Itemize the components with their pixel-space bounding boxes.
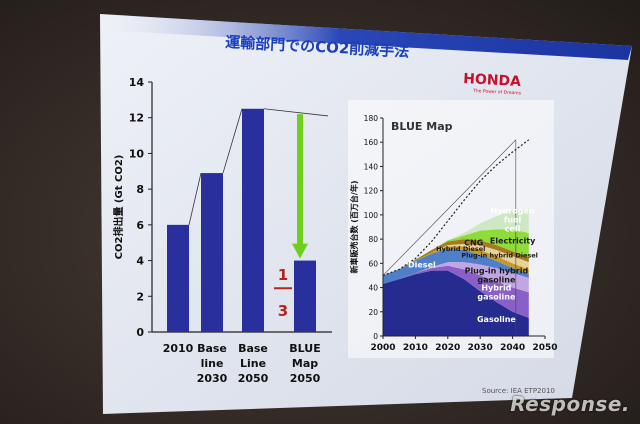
category-label: 2010: [163, 342, 194, 355]
bar-2: [242, 108, 264, 333]
y-tick-label: 10: [129, 147, 145, 160]
y-tick-label: 14: [129, 76, 145, 89]
category-label: 2050: [238, 372, 269, 385]
fraction-denominator: 3: [278, 302, 288, 320]
series-label-line: Hybrid Diesel: [436, 245, 485, 253]
series-label-line: CNG: [464, 238, 483, 247]
y-tick-label: 180: [364, 114, 379, 123]
series-label: Electricity: [490, 236, 536, 245]
y-tick-label: 60: [368, 259, 378, 268]
x-tick-label: 2020: [435, 343, 460, 353]
series-label-line: cell: [505, 225, 521, 234]
series-label-line: Electricity: [490, 236, 536, 245]
y-tick-label: 0: [136, 326, 144, 339]
area-3: [383, 248, 529, 284]
x-tick-label: 2000: [370, 343, 395, 353]
area-5: [383, 243, 529, 276]
chart-title: BLUE Map: [391, 120, 453, 133]
y-tick-label: 12: [129, 112, 144, 125]
y-tick-label: 160: [364, 138, 379, 147]
trend-line: [382, 139, 517, 276]
series-label-line: Hydrogen: [491, 207, 535, 216]
category-label: Line: [240, 357, 266, 370]
series-label: Hydrogen fuel cell: [491, 207, 535, 234]
bar-0: [167, 224, 189, 332]
series-label: Hybrid gasoline: [477, 283, 516, 301]
y-axis-label: 新車販売台数 (百万台/年): [349, 180, 359, 273]
area-4: [383, 246, 529, 276]
area-2: [383, 262, 529, 293]
connector-line: [263, 108, 329, 117]
series-label-line: fuel: [504, 216, 522, 225]
series-label-line: gasoline: [477, 292, 516, 301]
series-label-line: Diesel: [408, 260, 436, 269]
series-label-line: Hybrid: [481, 283, 511, 292]
series-label: Hybrid Diesel: [436, 245, 485, 253]
series-label-line: Plug-in hybrid: [465, 266, 529, 275]
y-tick-label: 40: [368, 284, 378, 293]
bar-1: [201, 173, 223, 332]
reduction-arrow-head: [292, 243, 308, 259]
series-label: CNG: [464, 238, 483, 247]
y-tick-label: 80: [368, 235, 378, 244]
series-label: Plug-in hybrid Diesel: [461, 251, 538, 259]
x-tick-label: 2030: [468, 343, 493, 353]
x-tick-label: 2040: [500, 343, 525, 353]
y-tick-label: 8: [136, 183, 144, 196]
series-label-line: Gasoline: [477, 315, 516, 324]
source-note: Source: IEA ETP2010: [482, 387, 555, 395]
fraction-numerator: 1: [278, 266, 288, 284]
brand-tagline: The Power of Dreams: [472, 88, 522, 97]
y-axis-label: CO2排出量 (Gt CO2): [112, 155, 125, 260]
connector-line: [222, 108, 243, 174]
series-label: Diesel: [408, 260, 436, 269]
y-tick-label: 20: [368, 308, 378, 317]
connector-line: [188, 172, 202, 225]
area-1: [383, 265, 529, 318]
series-label: Plug-in hybrid gasoline: [465, 266, 529, 284]
y-tick-label: 4: [136, 255, 144, 268]
area-8: [383, 208, 529, 276]
y-tick-label: 2: [136, 290, 144, 303]
x-tick-label: 2010: [403, 343, 428, 353]
category-label: line: [201, 357, 224, 370]
area-0: [383, 270, 529, 336]
bar-3: [294, 260, 316, 332]
category-label: Base: [238, 342, 268, 355]
category-label: 2050: [290, 372, 321, 385]
y-tick-label: 120: [364, 187, 379, 196]
y-tick-label: 6: [136, 219, 144, 232]
x-tick-label: 2050: [532, 343, 557, 353]
category-label: Map: [292, 357, 318, 370]
header-band: [100, 14, 632, 60]
response-watermark: Response.: [510, 392, 630, 416]
y-tick-label: 100: [364, 211, 379, 220]
series-label-line: Plug-in hybrid Diesel: [461, 251, 538, 259]
area-6: [383, 239, 529, 276]
reduction-arrow-shaft: [297, 114, 303, 245]
brand-logo: HONDA: [463, 71, 522, 90]
category-label: 2030: [197, 372, 228, 385]
y-tick-label: 0: [373, 332, 378, 341]
series-label-line: gasoline: [477, 275, 516, 284]
category-label: BLUE: [289, 342, 320, 355]
series-label: Gasoline: [477, 315, 516, 324]
y-tick-label: 140: [364, 162, 379, 171]
area-7: [383, 229, 529, 276]
category-label: Base: [197, 342, 227, 355]
